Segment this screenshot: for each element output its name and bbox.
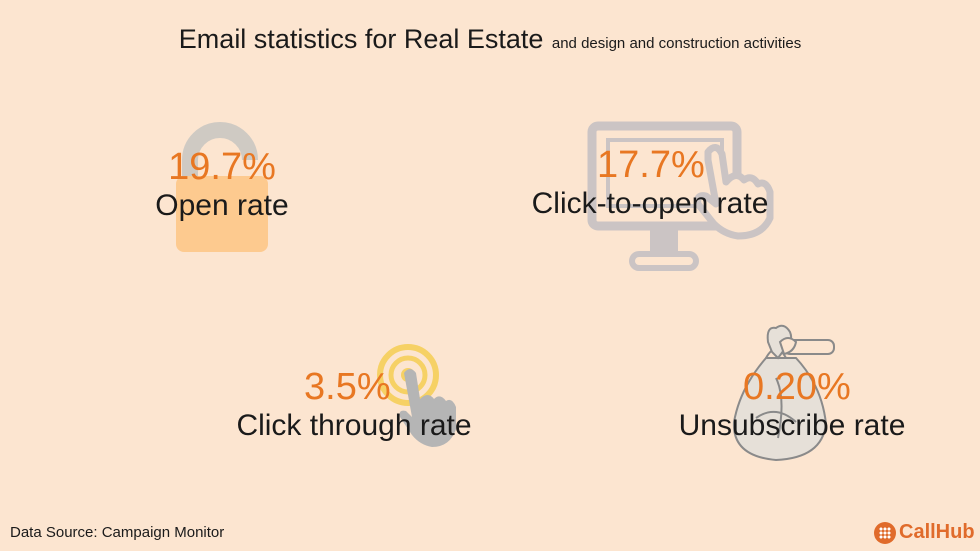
stat-click-through-rate: 3.5% Click through rate <box>224 366 484 444</box>
unlocked-padlock-icon <box>176 122 268 252</box>
monitor-pointer-icon <box>587 121 774 271</box>
stat-open-rate: 19.7% Open rate <box>122 146 322 224</box>
brand-name: CallHub <box>899 521 975 543</box>
tap-target-icon <box>377 344 456 447</box>
unsubscribe-rate-value: 0.20% <box>743 366 851 408</box>
title-main: Email statistics for Real Estate <box>178 24 544 54</box>
callhub-logo-icon <box>874 521 896 544</box>
click-to-open-rate-value: 17.7% <box>597 144 705 186</box>
open-rate-value: 19.7% <box>168 146 276 188</box>
click-to-open-rate-label: Click-to-open rate <box>531 187 769 220</box>
brand-logo: CallHub <box>874 521 975 544</box>
page-title: Email statistics for Real Estate and des… <box>0 24 980 55</box>
trash-bag-icon <box>732 324 835 462</box>
click-through-rate-label: Click through rate <box>236 409 472 442</box>
open-rate-label: Open rate <box>155 189 289 222</box>
stat-unsubscribe-rate: 0.20% Unsubscribe rate <box>672 366 912 444</box>
title-subtitle: and design and construction activities <box>551 35 802 52</box>
data-source-note: Data Source: Campaign Monitor <box>10 524 225 541</box>
unsubscribe-rate-label: Unsubscribe rate <box>678 409 906 442</box>
stat-click-to-open-rate: 17.7% Click-to-open rate <box>500 144 800 222</box>
click-through-rate-value: 3.5% <box>304 366 391 408</box>
